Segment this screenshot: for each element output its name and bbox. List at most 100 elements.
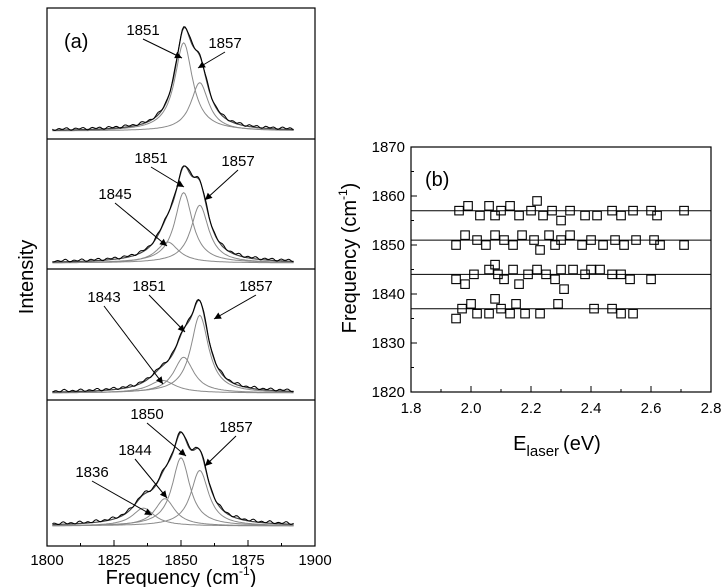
panel-a-x-ticks: 1800 1825 1850 1875 1900 — [30, 540, 332, 569]
peak-annotation-arrow — [91, 480, 153, 516]
panel-b-y-tick-label: 1850 — [372, 237, 405, 254]
data-point — [451, 240, 461, 250]
data-point — [556, 264, 566, 275]
data-point — [484, 264, 494, 275]
data-point — [466, 299, 476, 309]
data-point — [451, 274, 461, 285]
panel-b-points — [451, 196, 689, 324]
data-point — [547, 205, 557, 216]
data-point — [499, 274, 509, 285]
peak-annotation-arrowhead — [198, 61, 206, 68]
peak-annotation-label: 1850 — [130, 406, 163, 423]
measured-spectrum-curve — [52, 298, 294, 393]
measured-spectrum-curve — [52, 431, 294, 526]
panel-b-x-tick-label: 2.4 — [581, 400, 602, 417]
peak-annotation-arrowhead — [205, 192, 213, 200]
data-point — [508, 240, 518, 250]
data-point — [589, 303, 599, 314]
data-point — [511, 299, 521, 309]
peak-annotation-label: 1851 — [126, 22, 159, 39]
data-point — [472, 235, 482, 245]
data-point — [607, 205, 617, 216]
data-point — [523, 269, 533, 280]
data-point — [541, 269, 551, 280]
data-point — [556, 215, 566, 226]
spectrum: 1836 1844 1850 1857 — [52, 406, 294, 527]
peak-annotation-arrow — [114, 202, 168, 247]
data-point — [595, 264, 605, 275]
data-point — [553, 299, 563, 309]
data-point — [586, 264, 596, 275]
panel-a-x-tick-label: 1850 — [164, 552, 197, 569]
data-point — [490, 230, 500, 240]
panel-a-x-axis-title: Frequency (cm-1) — [106, 564, 257, 587]
data-point — [532, 264, 542, 275]
data-point — [529, 235, 539, 245]
measured-spectrum-curve — [52, 165, 294, 263]
panel-b-y-tick-label: 1820 — [372, 384, 405, 401]
data-point — [514, 279, 524, 289]
peak-annotation-arrowhead — [159, 490, 167, 498]
data-point — [652, 210, 662, 221]
data-point — [610, 235, 620, 245]
peak-annotation-arrow — [204, 169, 239, 201]
data-point — [559, 284, 569, 294]
peak-annotation-label: 1857 — [221, 153, 254, 170]
scatter-series — [451, 294, 638, 324]
peak-annotation-label: 1843 — [87, 289, 120, 306]
panel-b-y-axis-title: Frequency (cm-1) — [336, 183, 361, 334]
panel-a: (a) 1800 1825 1850 1875 1900 185118571845185… — [16, 7, 332, 587]
panel-a-x-tick-label: 1875 — [231, 552, 264, 569]
data-point — [481, 240, 491, 250]
panel-a-y-axis-title: Intensity — [16, 240, 38, 314]
data-point — [508, 264, 518, 275]
data-point — [472, 308, 482, 319]
data-point — [580, 269, 590, 280]
panel-b-x-axis-title: Elaser (eV) — [513, 433, 601, 460]
data-point — [469, 269, 479, 280]
data-point — [490, 259, 500, 270]
peak-annotation-arrow — [213, 294, 257, 320]
peak-annotation-arrow — [142, 38, 183, 59]
peak-annotation-arrow — [103, 305, 164, 385]
panel-b-y-tick-label: 1870 — [372, 139, 405, 156]
fit-sum-curve — [52, 299, 294, 393]
scatter-series — [454, 196, 689, 226]
panel-a-label: (a) — [64, 31, 88, 53]
data-point — [535, 308, 545, 319]
data-point — [490, 210, 500, 221]
panel-a-x-tick-label: 1900 — [298, 552, 331, 569]
data-point — [532, 196, 542, 206]
data-point — [484, 308, 494, 319]
peak-annotation-arrowhead — [177, 324, 185, 332]
data-point — [526, 205, 536, 216]
data-point — [505, 201, 515, 211]
data-point — [616, 269, 626, 280]
data-point — [655, 240, 665, 250]
peak-annotation-label: 1857 — [208, 35, 241, 52]
data-point — [577, 240, 587, 250]
data-point — [607, 303, 617, 314]
peak-annotation-label: 1836 — [75, 464, 108, 481]
panel-b-x-tick-label: 1.8 — [401, 400, 422, 417]
data-point — [484, 201, 494, 211]
data-point — [568, 264, 578, 275]
peak-annotation-label: 1851 — [134, 150, 167, 167]
panel-b-reference-lines — [411, 210, 711, 310]
panel-a-spectra: 1851 1857 1845 1851 1857 1843 1851 1857 1836 1844… — [52, 22, 294, 527]
measured-spectrum-curve — [52, 26, 294, 132]
peak-annotation-label: 1851 — [132, 278, 165, 295]
data-point — [649, 235, 659, 245]
data-point — [565, 230, 575, 240]
data-point — [451, 313, 461, 324]
data-point — [496, 303, 506, 314]
data-point — [556, 235, 566, 245]
data-point — [520, 308, 530, 319]
peak-annotation-arrowhead — [214, 312, 222, 319]
peak-annotation-label: 1857 — [239, 278, 272, 295]
peak-annotation-arrow — [134, 458, 168, 499]
panel-b-x-tick-label: 2.2 — [521, 400, 542, 417]
data-point — [679, 240, 689, 250]
data-point — [598, 240, 608, 250]
data-point — [550, 274, 560, 285]
